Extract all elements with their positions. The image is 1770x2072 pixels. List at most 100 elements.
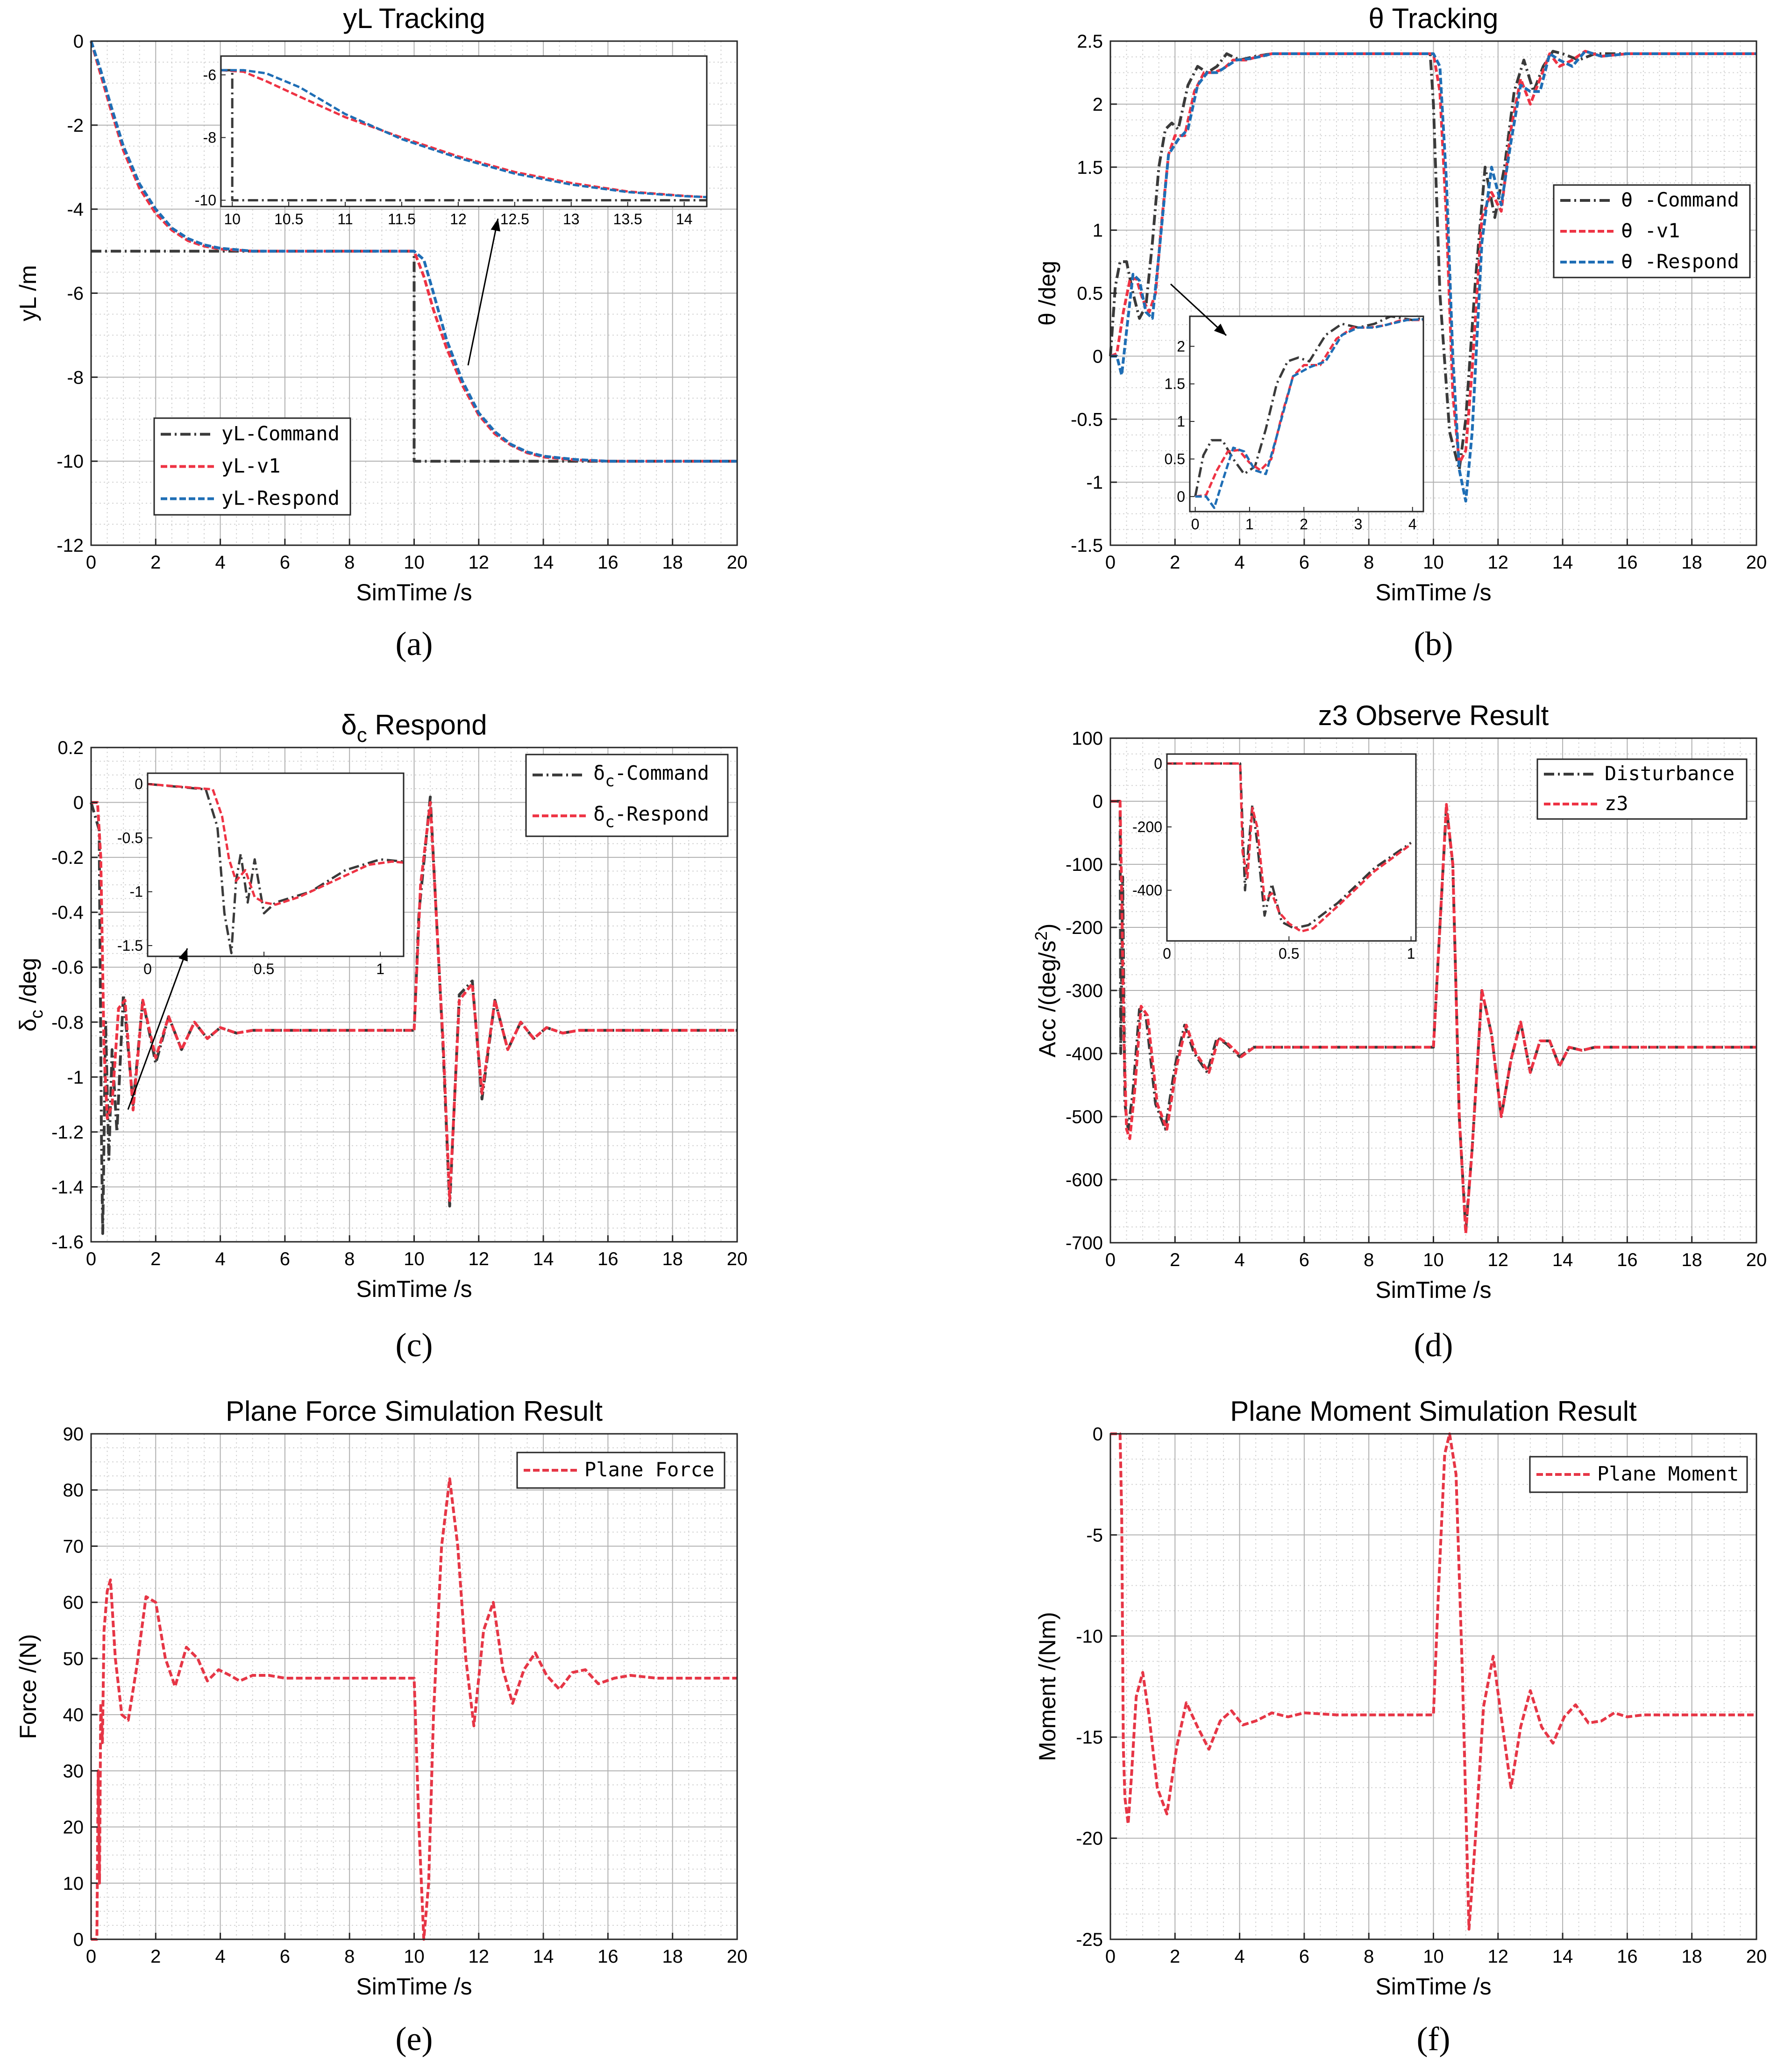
inset-series-0-line bbox=[1167, 762, 1412, 930]
y-tick-label: -0.5 bbox=[1071, 409, 1103, 430]
y-tick-label: -1 bbox=[1086, 472, 1103, 493]
chart-panel-b: 0 2 4 6 8 10 12 14 16 18 20-1.5-1-0.500.511.522.5θ… bbox=[1034, 3, 1767, 662]
main-series-2-line bbox=[90, 41, 737, 463]
inset-frame bbox=[147, 772, 405, 957]
legend-label-2: yL-Respond bbox=[221, 487, 340, 510]
inset-y-tick-label: 1 bbox=[1177, 413, 1185, 430]
inset-y-tick-label: 2 bbox=[1177, 338, 1185, 355]
x-tick-label: 16 bbox=[1617, 552, 1638, 573]
y-tick-label: -600 bbox=[1066, 1170, 1103, 1190]
inset-frame-bg bbox=[1189, 315, 1424, 513]
inset-y-tick-label: -0.5 bbox=[117, 829, 143, 846]
chart-title: yL Tracking bbox=[343, 3, 485, 34]
inset-series-1-line bbox=[148, 783, 404, 906]
y-tick-label: 50 bbox=[63, 1649, 84, 1669]
y-tick-label: 90 bbox=[63, 1424, 84, 1445]
legend-label-0: yL-Command bbox=[221, 422, 340, 445]
x-tick-label: 0 bbox=[1105, 1250, 1116, 1270]
title-main: δ bbox=[341, 709, 356, 741]
x-tick-label: 18 bbox=[662, 1249, 683, 1269]
x-tick-label: 4 bbox=[1234, 552, 1244, 573]
inset-series-0-line bbox=[148, 783, 404, 954]
y-tick-label: -1 bbox=[67, 1067, 84, 1088]
legend-label-0: Plane Force bbox=[584, 1458, 714, 1481]
x-tick-label: 10 bbox=[404, 1946, 425, 1967]
chart-title: δc Respond bbox=[341, 709, 487, 747]
y-tick-label: 20 bbox=[63, 1817, 84, 1838]
legend-box bbox=[525, 754, 729, 837]
chart-title: θ Tracking bbox=[1369, 3, 1499, 34]
x-tick-label: 0 bbox=[1105, 1946, 1116, 1967]
x-tick-label: 2 bbox=[150, 552, 161, 573]
inset-x-tick-label: 11.5 bbox=[388, 211, 416, 228]
x-tick-label: 8 bbox=[1364, 1250, 1374, 1270]
legend-label-1: θ -v1 bbox=[1621, 219, 1680, 242]
x-tick-label: 20 bbox=[1746, 552, 1767, 573]
x-tick-label: 16 bbox=[1617, 1250, 1638, 1270]
inset-x-tick-label: 12.5 bbox=[500, 211, 529, 228]
x-tick-label: 18 bbox=[1681, 1250, 1702, 1270]
y-tick-label: -1.4 bbox=[51, 1177, 84, 1197]
x-tick-label: 8 bbox=[344, 552, 355, 573]
inset-x-tick-label: 11 bbox=[337, 211, 353, 228]
x-tick-label: 20 bbox=[727, 1946, 748, 1967]
inset: 0 0.5 1 -1.5 -1 -0.5 0 bbox=[117, 772, 405, 977]
zoom-arrow-c-head bbox=[178, 948, 188, 961]
x-tick-label: 16 bbox=[597, 1249, 618, 1269]
inset-x-tick-label: 0.5 bbox=[1279, 945, 1299, 962]
y-axis-label: Moment /(Nm) bbox=[1034, 1612, 1060, 1761]
inset-x-tick-label: 3 bbox=[1354, 516, 1363, 533]
legend-subscript: c bbox=[605, 812, 614, 831]
inset-x-tick-label: 0 bbox=[1163, 945, 1171, 962]
y-tick-label: -500 bbox=[1066, 1107, 1103, 1127]
legend-rest: -Respond bbox=[615, 802, 709, 825]
legend: Plane Force bbox=[516, 1452, 725, 1489]
inset-x-tick-label: 10.5 bbox=[274, 211, 303, 228]
x-tick-label: 6 bbox=[1299, 1946, 1309, 1967]
zoom-arrow-a-head bbox=[490, 219, 500, 232]
x-tick-label: 4 bbox=[215, 552, 225, 573]
y-tick-label: 0 bbox=[1093, 1424, 1103, 1445]
panel-caption: (d) bbox=[1414, 1326, 1453, 1364]
x-tick-label: 2 bbox=[1170, 552, 1180, 573]
y-tick-label: 2.5 bbox=[1077, 31, 1103, 52]
x-tick-label: 0 bbox=[1105, 552, 1116, 573]
x-tick-label: 10 bbox=[1423, 1946, 1444, 1967]
legend: yL-Command yL-v1 yL-Respond bbox=[153, 417, 351, 516]
x-tick-label: 0 bbox=[86, 1249, 96, 1269]
inset-x-tick-label: 0 bbox=[1191, 516, 1200, 533]
main-series-1-line bbox=[1110, 800, 1756, 1235]
x-tick-label: 8 bbox=[344, 1946, 355, 1967]
inset-series-2-line bbox=[221, 69, 707, 199]
x-axis-label: SimTime /s bbox=[356, 1973, 472, 2000]
x-tick-label: 2 bbox=[150, 1946, 161, 1967]
y-tick-label: 0.2 bbox=[57, 738, 84, 758]
inset-series-1-line bbox=[221, 69, 707, 199]
x-tick-label: 12 bbox=[1488, 1250, 1509, 1270]
y-tick-label: -2 bbox=[67, 115, 84, 136]
y-tick-label: -100 bbox=[1066, 854, 1103, 875]
inset-x-tick-label: 12 bbox=[450, 211, 467, 228]
legend-label-2: θ -Respond bbox=[1621, 250, 1739, 273]
inset-x-tick-label: 2 bbox=[1300, 516, 1308, 533]
y-tick-label: -10 bbox=[1076, 1626, 1103, 1647]
zoom-arrow-b bbox=[1170, 283, 1227, 336]
inset-y-tick-label: 1.5 bbox=[1165, 376, 1185, 392]
legend: Plane Moment bbox=[1529, 1456, 1748, 1493]
y-label-subscript: c bbox=[27, 1010, 47, 1018]
x-tick-label: 2 bbox=[1170, 1250, 1180, 1270]
x-tick-label: 10 bbox=[404, 552, 425, 573]
panel-caption: (c) bbox=[396, 1326, 433, 1364]
x-tick-label: 10 bbox=[1423, 1250, 1444, 1270]
y-tick-label: -6 bbox=[67, 284, 84, 304]
x-tick-label: 18 bbox=[662, 1946, 683, 1967]
inset-y-tick-label: -10 bbox=[195, 192, 216, 209]
inset-x-tick-label: 10 bbox=[224, 211, 241, 228]
legend-label-0: Disturbance bbox=[1605, 762, 1734, 785]
legend-subscript: c bbox=[605, 772, 614, 790]
legend-box bbox=[1536, 758, 1748, 820]
y-tick-label: -1.2 bbox=[51, 1122, 84, 1143]
y-tick-label: -0.6 bbox=[51, 957, 84, 978]
y-tick-label: -5 bbox=[1086, 1525, 1103, 1545]
